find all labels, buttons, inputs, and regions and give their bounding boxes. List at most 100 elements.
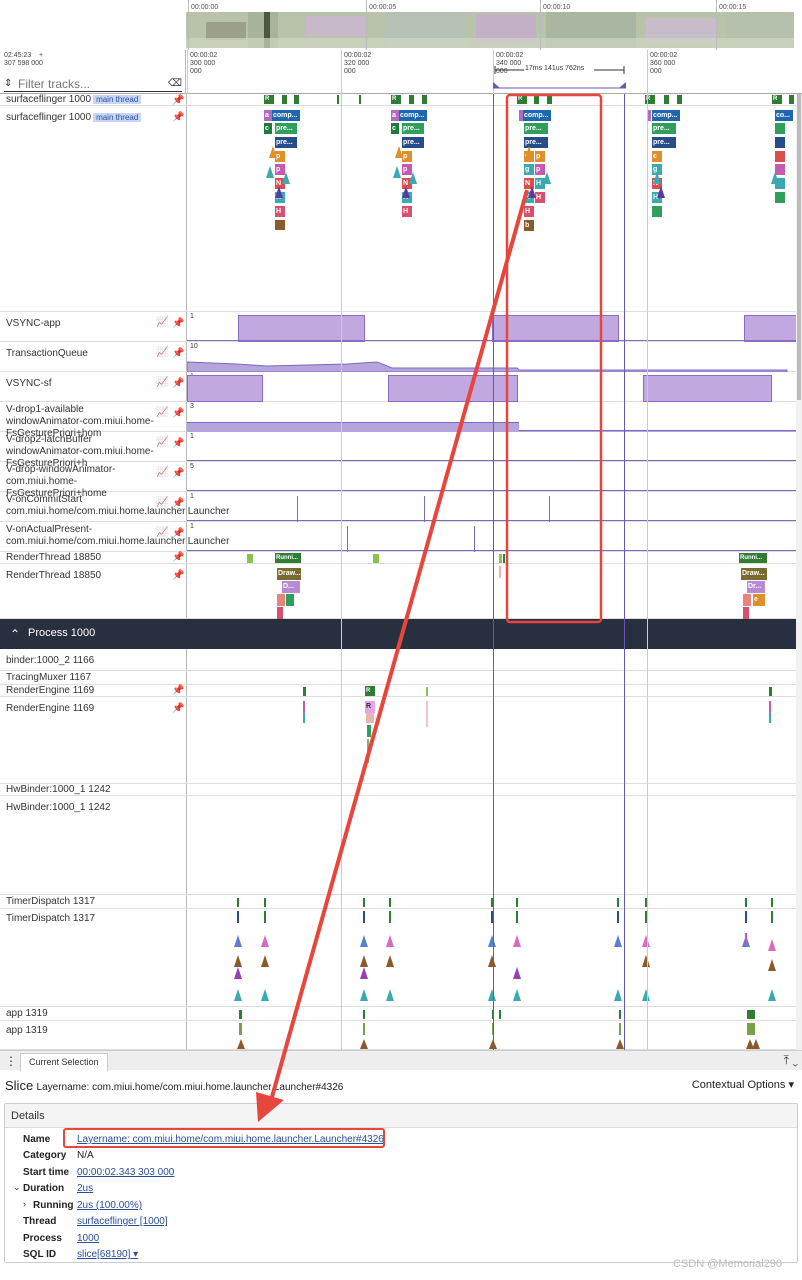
slice[interactable]: [237, 898, 239, 907]
detail-row-duration[interactable]: ⌄ Duration 2us: [13, 1182, 94, 1194]
slice[interactable]: [247, 554, 253, 563]
slice[interactable]: [775, 151, 785, 162]
slice[interactable]: [282, 95, 287, 104]
pin-icon[interactable]: 📌: [172, 703, 185, 714]
track-canvas[interactable]: 3: [186, 402, 797, 432]
slice[interactable]: [503, 554, 505, 563]
track-canvas[interactable]: Runni... Runni...: [186, 552, 796, 563]
track-canvas[interactable]: 5: [186, 462, 797, 491]
slice[interactable]: Draw...: [277, 568, 301, 580]
slice[interactable]: [516, 898, 518, 907]
track-canvas[interactable]: R: [186, 697, 796, 783]
slice[interactable]: [264, 898, 266, 907]
slice[interactable]: g: [652, 164, 662, 175]
clear-filter-icon[interactable]: ⌫: [167, 78, 182, 89]
slice[interactable]: Dr...: [747, 581, 765, 593]
slice[interactable]: comp...: [652, 110, 680, 121]
slice[interactable]: [747, 1010, 755, 1019]
slice[interactable]: [359, 95, 361, 104]
more-vert-icon[interactable]: ⋮: [5, 1054, 17, 1068]
slice[interactable]: p: [402, 164, 412, 175]
slice[interactable]: e: [753, 594, 765, 606]
track-canvas[interactable]: 10: [186, 342, 796, 372]
slice[interactable]: [389, 898, 391, 907]
slice[interactable]: [277, 594, 285, 606]
track-renderthread-summary[interactable]: RenderThread 18850 📌 Runni... Runni...: [0, 552, 796, 564]
detail-name-value[interactable]: Layername: com.miui.home/com.miui.home.l…: [77, 1134, 384, 1145]
counter-chart-icon[interactable]: 📈: [156, 347, 169, 358]
track-timerdispatch-main[interactable]: TimerDispatch 1317: [0, 909, 796, 1007]
slice[interactable]: [366, 713, 374, 723]
track-canvas[interactable]: [186, 1021, 796, 1049]
selection-span[interactable]: [490, 64, 630, 94]
slice[interactable]: [286, 594, 294, 606]
slice[interactable]: R: [391, 95, 401, 104]
track-canvas[interactable]: [186, 649, 796, 670]
slice[interactable]: pre...: [652, 137, 676, 148]
counter-segment[interactable]: [744, 315, 797, 342]
counter-segment[interactable]: [388, 375, 518, 402]
counter-chart-icon[interactable]: 📈: [156, 407, 169, 418]
slice[interactable]: [422, 95, 427, 104]
slice[interactable]: [277, 607, 283, 619]
pin-icon[interactable]: 📌: [172, 552, 185, 563]
track-canvas[interactable]: R R R R R: [186, 94, 796, 105]
counter-chart-icon[interactable]: 📈: [156, 377, 169, 388]
track-surfaceflinger-summary[interactable]: surfaceflinger 1000 main thread 📌 R R R R…: [0, 94, 796, 106]
detail-row-running[interactable]: › Running 2us (100.00%): [23, 1199, 143, 1211]
slice[interactable]: pre...: [402, 123, 424, 134]
track-vdrop2[interactable]: V-drop2-latchBuffer windowAnimator-com.m…: [0, 432, 797, 469]
track-canvas[interactable]: [186, 671, 796, 684]
slice[interactable]: [499, 1010, 501, 1019]
slice[interactable]: [677, 95, 682, 104]
track-canvas[interactable]: [186, 796, 796, 894]
track-canvas[interactable]: 1: [186, 372, 796, 402]
collapse-all-icon[interactable]: ⇕: [4, 78, 13, 89]
slice[interactable]: co...: [775, 110, 793, 121]
slice[interactable]: [769, 687, 772, 696]
collapse-icon[interactable]: ⌃: [10, 627, 21, 641]
track-panel[interactable]: surfaceflinger 1000 main thread 📌 R R R R…: [0, 94, 802, 1050]
track-canvas[interactable]: [186, 895, 796, 908]
pin-icon[interactable]: 📌: [172, 498, 185, 509]
slice[interactable]: D...: [282, 581, 300, 593]
slice[interactable]: [337, 95, 339, 104]
slice[interactable]: p: [275, 164, 285, 175]
slice[interactable]: N: [275, 178, 285, 189]
slice[interactable]: [409, 95, 414, 104]
slice[interactable]: R: [772, 95, 782, 104]
slice[interactable]: comp...: [272, 110, 300, 121]
slice[interactable]: [363, 898, 365, 907]
tab-current-selection[interactable]: Current Selection: [20, 1053, 108, 1071]
slice[interactable]: [617, 898, 619, 907]
slice[interactable]: [367, 739, 369, 763]
slice[interactable]: [303, 713, 305, 723]
track-vdrop1[interactable]: V-drop1-available windowAnimator-com.miu…: [0, 402, 797, 439]
slice[interactable]: [645, 898, 647, 907]
slice[interactable]: [619, 1010, 621, 1019]
slice[interactable]: [743, 607, 749, 619]
slice[interactable]: c: [391, 123, 399, 134]
pin-icon[interactable]: 📌: [172, 528, 185, 539]
slice[interactable]: [775, 164, 785, 175]
track-canvas[interactable]: 1: [186, 522, 797, 552]
track-canvas[interactable]: [186, 909, 796, 1006]
slice[interactable]: Runni...: [275, 553, 301, 563]
track-surfaceflinger-main[interactable]: surfaceflinger 1000 main thread 📌 a comp.…: [0, 106, 796, 312]
expand-chevron-icon[interactable]: ⌄: [13, 1182, 21, 1192]
counter-chart-icon[interactable]: 📈: [156, 497, 169, 508]
contextual-options-button[interactable]: Contextual Options ▾: [691, 1079, 794, 1091]
slice[interactable]: Draw...: [741, 568, 767, 580]
pin-icon[interactable]: 📌: [172, 438, 185, 449]
slice[interactable]: R: [645, 95, 655, 104]
track-canvas[interactable]: [186, 1007, 796, 1020]
slice[interactable]: [367, 725, 371, 737]
slice[interactable]: [426, 701, 428, 727]
slice[interactable]: a: [264, 110, 272, 121]
slice[interactable]: Runni...: [739, 553, 767, 563]
track-vpresent[interactable]: V-onActualPresent-com.miui.home/com.miui…: [0, 522, 797, 552]
slice[interactable]: [547, 95, 552, 104]
pin-icon[interactable]: 📌: [172, 468, 185, 479]
slice[interactable]: [769, 701, 771, 713]
